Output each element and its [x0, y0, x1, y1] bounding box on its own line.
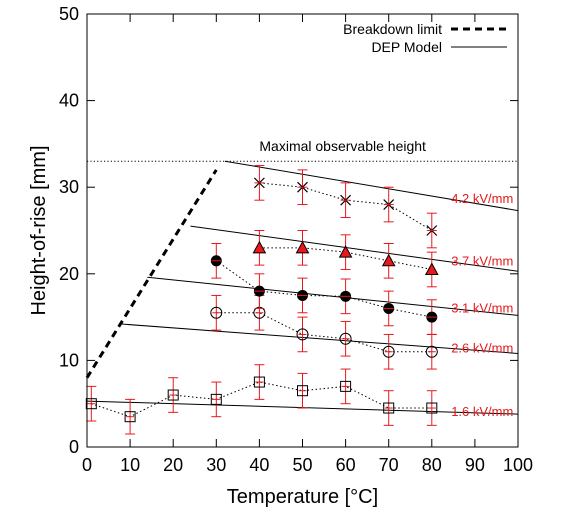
data-point — [425, 345, 438, 358]
series-connector — [216, 260, 432, 318]
breakdown-limit-line — [85, 169, 218, 379]
y-tick-label: 10 — [59, 350, 79, 370]
x-tick-label: 10 — [120, 455, 140, 475]
series-5 — [253, 165, 438, 249]
legend-label-breakdown: Breakdown limit — [343, 21, 442, 37]
y-axis-label: Height-of-rise [mm] — [28, 145, 50, 315]
data-point — [85, 398, 97, 410]
x-tick-label: 70 — [379, 455, 399, 475]
field-label: 3.1 kV/mm — [451, 300, 513, 315]
x-tick-label: 0 — [82, 455, 92, 475]
series-connector — [259, 247, 432, 270]
data-point — [167, 389, 179, 401]
data-point — [295, 240, 310, 254]
legend: Breakdown limit DEP Model — [343, 21, 507, 55]
data-point — [338, 245, 353, 258]
data-point — [339, 332, 352, 345]
model-line — [147, 276, 518, 316]
series-connector — [216, 312, 432, 353]
data-point — [124, 411, 136, 423]
data-point — [383, 402, 395, 414]
model-line — [224, 160, 518, 212]
x-tick-label: 50 — [292, 455, 312, 475]
series-3 — [210, 242, 438, 335]
field-label: 4.2 kV/mm — [451, 191, 513, 206]
data-point — [210, 393, 222, 405]
data-point — [424, 262, 439, 275]
series-connector — [91, 381, 432, 418]
x-tick-label: 60 — [336, 455, 356, 475]
x-tick-label: 80 — [422, 455, 442, 475]
reference-line-label: Maximal observable height — [259, 138, 426, 154]
data-point — [210, 306, 223, 319]
x-tick-label: 90 — [465, 455, 485, 475]
axes-group: 0 10 20 30 40 50 60 70 80 90 100 0 10 20 30 40 50 — [59, 4, 533, 475]
data-point — [382, 345, 395, 358]
x-tick-label: 40 — [249, 455, 269, 475]
series-2 — [210, 294, 438, 370]
legend-label-dep-model: DEP Model — [371, 39, 442, 55]
field-label: 3.7 kV/mm — [451, 254, 513, 269]
series-1 — [85, 364, 438, 435]
y-tick-label: 40 — [59, 91, 79, 111]
y-tick-label: 50 — [59, 4, 79, 24]
model-line — [121, 323, 518, 354]
data-point — [381, 253, 396, 267]
series-group — [85, 165, 439, 435]
data-point — [340, 380, 352, 392]
data-point — [297, 385, 308, 397]
series-4 — [252, 230, 439, 288]
x-tick-label: 30 — [206, 455, 226, 475]
y-tick-label: 30 — [59, 177, 79, 197]
data-point — [252, 240, 267, 254]
model-line — [190, 225, 518, 272]
x-tick-label: 100 — [503, 455, 533, 475]
data-point — [296, 328, 309, 341]
data-point — [426, 402, 438, 414]
y-tick-label: 0 — [69, 437, 79, 457]
y-tick-label: 20 — [59, 264, 79, 284]
data-point — [253, 376, 265, 388]
field-label: 1.6 kV/mm — [451, 404, 513, 419]
breakdown-limit-group — [85, 169, 218, 379]
field-label: 2.6 kV/mm — [451, 340, 513, 355]
x-tick-label: 20 — [163, 455, 183, 475]
x-axis-label: Temperature [°C] — [227, 486, 378, 508]
